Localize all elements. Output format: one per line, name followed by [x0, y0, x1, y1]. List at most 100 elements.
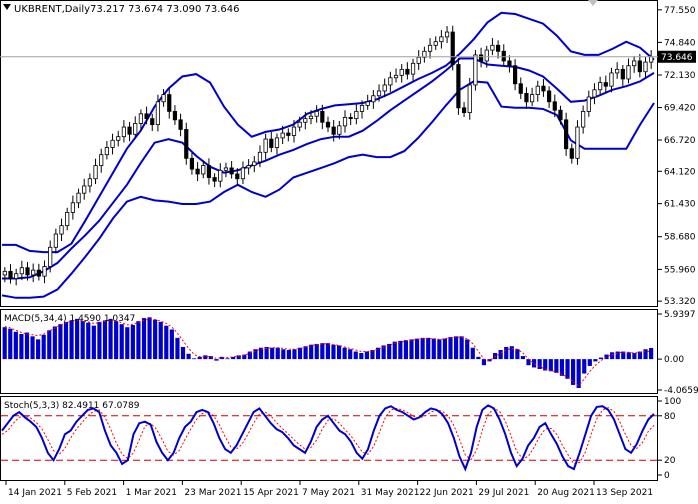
- candle-body: [569, 148, 574, 159]
- candle-body: [133, 123, 138, 135]
- macd-bar: [197, 356, 202, 360]
- candle-body: [371, 95, 376, 103]
- macd-bar: [465, 339, 470, 360]
- symbol-label: UKBRENT,Daily: [14, 4, 90, 15]
- candle-body: [42, 266, 47, 277]
- price-tick-label: 58.680: [664, 233, 696, 243]
- macd-bar: [476, 356, 481, 360]
- candle-body: [484, 49, 489, 62]
- bollinger-bands: [1, 11, 655, 299]
- candle-body: [150, 118, 155, 126]
- macd-bar: [19, 334, 24, 360]
- candle-body: [82, 185, 87, 194]
- candle-body: [467, 84, 472, 114]
- ohlc-values: 73.217 73.674 73.090 73.646: [90, 4, 240, 15]
- candle-body: [615, 68, 620, 74]
- macd-bar: [359, 353, 364, 360]
- macd-bar: [526, 359, 531, 366]
- candle-body: [354, 111, 359, 120]
- macd-bar: [270, 347, 275, 360]
- macd-bar: [470, 347, 475, 360]
- macd-bar: [632, 353, 637, 360]
- stoch-tick-label: 0: [664, 471, 670, 481]
- candle-body: [592, 89, 597, 98]
- macd-bar: [264, 346, 269, 360]
- date-tick-label: 14 Jan 2021: [8, 488, 62, 498]
- macd-bar: [130, 324, 135, 360]
- macd-bar: [610, 352, 615, 360]
- stoch-tick-label: 80: [664, 412, 676, 422]
- date-tick-label: 7 May 2021: [302, 488, 355, 498]
- macd-bar: [314, 343, 319, 360]
- date-axis: 14 Jan 2021 5 Feb 2021 1 Mar 2021 23 Mar 20…: [5, 481, 653, 498]
- candle-body: [637, 60, 642, 73]
- date-tick-label: 5 Feb 2021: [67, 488, 117, 498]
- macd-bar: [153, 319, 158, 360]
- candlesticks: [2, 25, 654, 286]
- macd-bar: [604, 354, 609, 360]
- macd-bar: [125, 327, 130, 360]
- macd-bar: [303, 346, 308, 360]
- price-tick-label: 72.130: [664, 71, 696, 81]
- macd-bar: [537, 359, 542, 369]
- macd-bar: [565, 359, 570, 379]
- macd-bar: [621, 351, 626, 360]
- candle-body: [8, 270, 13, 279]
- stoch-pane-border: [0, 396, 658, 481]
- candle-body: [603, 82, 608, 87]
- candle-body: [359, 105, 365, 112]
- candle-body: [218, 169, 223, 182]
- macd-bar: [509, 346, 514, 360]
- candle-body: [59, 225, 64, 235]
- stoch-header: Stoch(5,3,3) 82.4911 67.0789: [4, 401, 140, 411]
- stochastic-indicator: [1, 404, 657, 472]
- macd-bar: [342, 347, 347, 360]
- macd-bar: [593, 359, 598, 362]
- chart-shift-icon[interactable]: [588, 0, 598, 6]
- candle-body: [19, 267, 24, 275]
- macd-bar: [203, 355, 208, 360]
- macd-bar: [114, 321, 119, 360]
- macd-bar: [582, 359, 587, 374]
- date-tick-label: 15 Apr 2021: [243, 488, 299, 498]
- date-tick-label: 20 Aug 2021: [537, 488, 595, 498]
- candle-body: [620, 68, 625, 80]
- macd-bar: [281, 349, 286, 360]
- candle-body: [586, 96, 591, 112]
- candle-body: [87, 178, 92, 187]
- candle-body: [36, 269, 41, 277]
- candle-body: [399, 68, 404, 76]
- candle-body: [48, 246, 53, 267]
- candle-body: [269, 138, 274, 148]
- candle-body: [444, 31, 450, 38]
- candle-body: [575, 126, 580, 159]
- candle-body: [530, 94, 535, 103]
- macd-bar: [97, 321, 102, 360]
- candle-body: [104, 147, 109, 156]
- candle-body: [297, 121, 302, 128]
- candle-body: [427, 44, 433, 52]
- macd-bar: [504, 346, 509, 360]
- candle-body: [422, 50, 427, 58]
- macd-bar: [598, 357, 604, 360]
- macd-bar: [119, 324, 124, 360]
- macd-bar: [158, 321, 163, 360]
- macd-bar: [258, 347, 264, 360]
- price-tick-label: 66.720: [664, 136, 696, 146]
- stoch-signal-line: [1, 407, 655, 465]
- macd-indicator: [2, 317, 654, 388]
- candle-body: [99, 154, 104, 166]
- candle-body: [456, 64, 461, 109]
- macd-bar: [364, 351, 369, 360]
- macd-bar: [24, 332, 30, 360]
- macd-bar: [13, 331, 18, 360]
- candle-body: [433, 41, 438, 46]
- macd-axis: 5.9397 0.00 -4.0659: [658, 310, 698, 396]
- macd-bar: [91, 325, 96, 360]
- date-tick-label: 31 May 2021: [361, 488, 420, 498]
- macd-bar: [375, 347, 381, 360]
- candle-body: [303, 118, 308, 123]
- candle-body: [461, 107, 467, 114]
- current-price-tag: 73.646: [658, 50, 696, 63]
